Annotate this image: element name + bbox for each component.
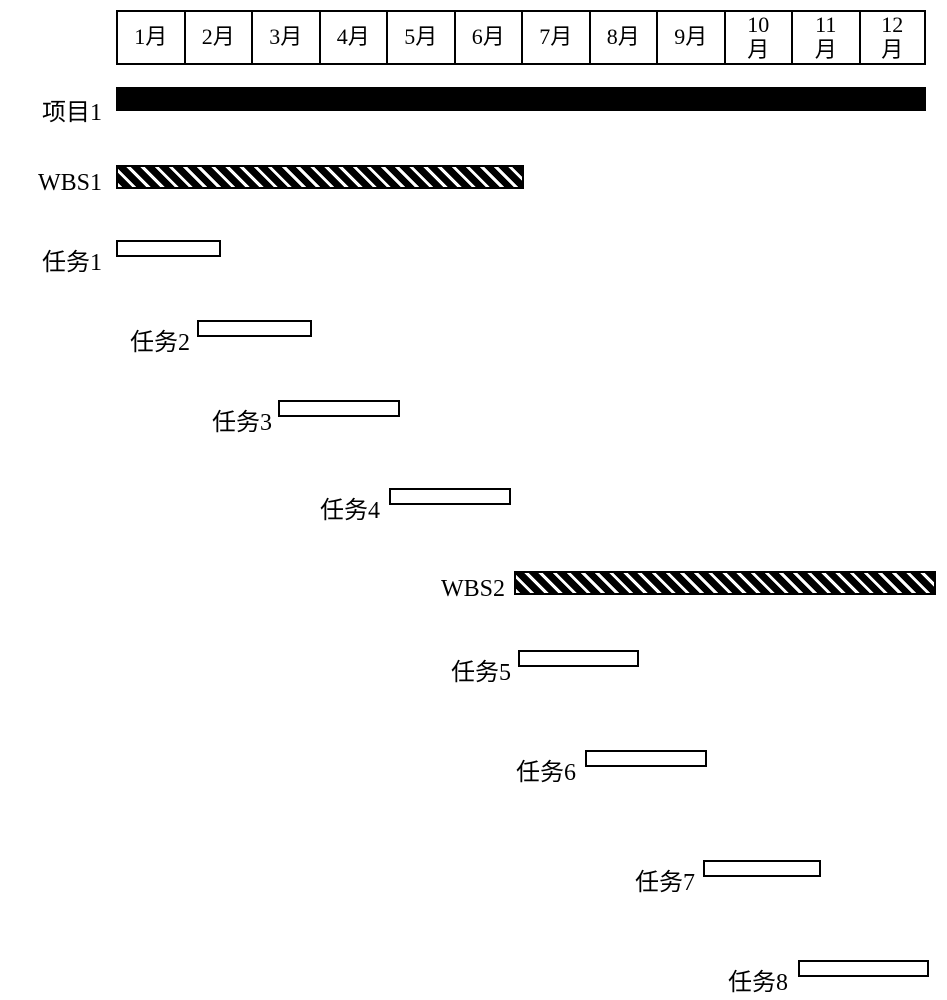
row-label: 任务3: [0, 402, 272, 437]
gantt-chart: 1月2月3月4月5月6月7月8月9月10 月11 月12 月 项目1 WBS1 任务…: [0, 0, 947, 1000]
month-cell: 6月: [454, 10, 522, 65]
row-label: WBS2: [0, 576, 505, 603]
row-label: 任务4: [0, 490, 380, 525]
month-cell: 7月: [521, 10, 589, 65]
gantt-bar: [116, 87, 926, 111]
month-cell: 3月: [251, 10, 319, 65]
gantt-bar: [197, 320, 312, 337]
row-label: 任务1: [0, 242, 102, 277]
row-label: 任务2: [0, 322, 190, 357]
month-cell: 8月: [589, 10, 657, 65]
month-cell: 5月: [386, 10, 454, 65]
gantt-bar: [514, 571, 936, 595]
timeline-header: 1月2月3月4月5月6月7月8月9月10 月11 月12 月: [116, 10, 926, 65]
row-label: WBS1: [0, 170, 102, 197]
gantt-bar: [798, 960, 930, 977]
gantt-bar: [585, 750, 707, 767]
month-cell: 10 月: [724, 10, 792, 65]
gantt-bar: [116, 240, 221, 257]
gantt-bar: [703, 860, 821, 877]
row-label: 任务8: [0, 962, 788, 997]
month-cell: 9月: [656, 10, 724, 65]
row-label: 任务5: [0, 652, 511, 687]
gantt-bar: [389, 488, 511, 505]
row-label: 任务6: [0, 752, 576, 787]
row-label: 项目1: [0, 92, 102, 127]
gantt-bar: [518, 650, 640, 667]
month-cell: 1月: [116, 10, 184, 65]
gantt-bar: [278, 400, 400, 417]
month-cell: 2月: [184, 10, 252, 65]
month-cell: 12 月: [859, 10, 927, 65]
gantt-bar: [116, 165, 524, 189]
month-cell: 4月: [319, 10, 387, 65]
month-cell: 11 月: [791, 10, 859, 65]
row-label: 任务7: [0, 862, 695, 897]
